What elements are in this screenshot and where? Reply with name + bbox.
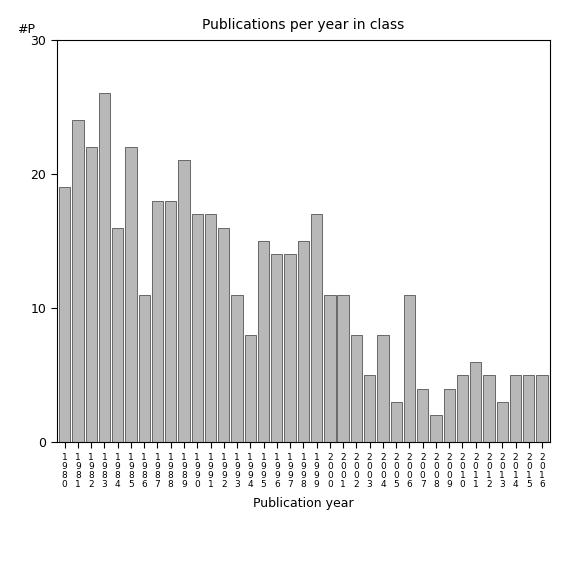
X-axis label: Publication year: Publication year [253, 497, 354, 510]
Bar [179, 160, 189, 442]
Bar [218, 227, 230, 442]
Bar [404, 295, 415, 442]
Bar [99, 94, 110, 442]
Text: #P: #P [17, 23, 35, 36]
Bar [391, 402, 402, 442]
Bar [165, 201, 176, 442]
Bar [470, 362, 481, 442]
Bar [337, 295, 349, 442]
Bar [364, 375, 375, 442]
Bar [59, 187, 70, 442]
Bar [245, 335, 256, 442]
Bar [377, 335, 388, 442]
Title: Publications per year in class: Publications per year in class [202, 18, 404, 32]
Bar [231, 295, 243, 442]
Bar [430, 416, 442, 442]
Bar [152, 201, 163, 442]
Bar [271, 255, 282, 442]
Bar [205, 214, 216, 442]
Bar [483, 375, 494, 442]
Bar [311, 214, 322, 442]
Bar [298, 241, 309, 442]
Bar [510, 375, 521, 442]
Bar [417, 388, 428, 442]
Bar [138, 295, 150, 442]
Bar [536, 375, 548, 442]
Bar [443, 388, 455, 442]
Bar [285, 255, 296, 442]
Bar [457, 375, 468, 442]
Bar [112, 227, 124, 442]
Bar [351, 335, 362, 442]
Bar [258, 241, 269, 442]
Bar [86, 147, 97, 442]
Bar [523, 375, 535, 442]
Bar [72, 120, 83, 442]
Bar [324, 295, 336, 442]
Bar [125, 147, 137, 442]
Bar [497, 402, 508, 442]
Bar [192, 214, 203, 442]
